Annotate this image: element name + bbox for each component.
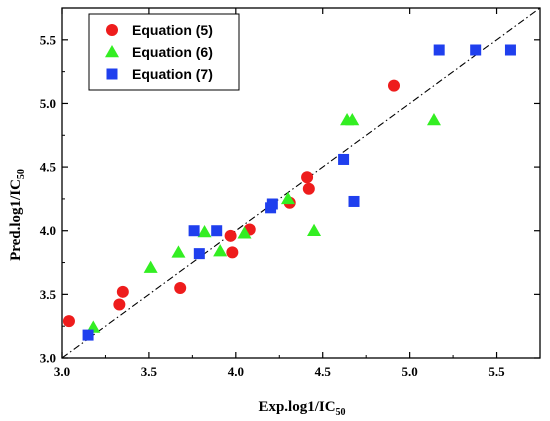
plot-area [61,7,541,359]
data-point-series2-11 [426,113,441,126]
legend-label-1: Equation (5) [132,22,213,38]
data-point-series3-7 [338,153,350,165]
data-point-series1-6 [226,246,239,259]
x-tick-label: 3.0 [54,364,70,379]
data-point-series2-7 [280,191,295,205]
x-tick-label: 4.5 [315,364,332,379]
data-point-series1-10 [302,182,315,195]
legend-marker-3 [106,68,118,80]
y-axis-title: Pred.log1/IC50 [8,169,27,261]
x-tick-label: 5.5 [488,364,505,379]
legend-label-2: Equation (6) [132,44,213,60]
data-point-series1-11 [387,79,400,92]
axes: 3.0 3.5 4.0 4.5 5.0 5.5 3.0 3.5 4.0 4.5 5.0 5.5 [40,7,541,379]
x-tick-label: 3.5 [141,364,158,379]
data-point-series2-6 [237,226,252,239]
data-point-series2-4 [197,225,212,238]
data-point-series1-4 [174,282,187,294]
data-point-series3-2 [188,225,200,237]
legend-label-3: Equation (7) [132,66,213,82]
legend: Equation (5) Equation (6) Equation (7) [88,13,240,91]
y-tick-label: 3.5 [40,287,57,302]
data-point-series3-3 [193,248,205,260]
plot-frame [61,7,541,359]
y-tick-label: 3.0 [40,351,56,366]
data-point-series1-9 [301,171,314,184]
data-point-series3-9 [433,44,445,56]
data-point-series2-10 [345,113,360,126]
data-point-series1-1 [62,315,75,328]
y-tick-label: 5.0 [40,96,56,111]
y-tick-label: 4.5 [40,160,57,175]
x-tick-label: 4.0 [228,364,244,379]
data-point-series2-3 [171,245,186,258]
data-point-series2-8 [307,223,322,236]
data-point-series1-3 [116,285,129,298]
data-point-series3-8 [348,195,360,207]
data-point-series3-6 [266,198,278,210]
data-point-series3-10 [470,44,482,56]
data-point-series3-1 [82,329,94,341]
reference-line [61,7,541,359]
data-point-series2-5 [213,244,228,257]
data-point-series1-2 [113,298,126,311]
data-point-series3-11 [504,44,516,56]
legend-marker-1 [106,24,118,36]
y-tick-label: 4.0 [40,223,56,238]
data-point-series3-4 [211,225,223,237]
data-point-series1-5 [224,229,237,242]
y-tick-label: 5.5 [40,32,57,47]
x-axis-title: Exp.log1/IC50 [258,399,345,418]
legend-marker-2 [105,45,119,58]
data-point-series2-2 [143,260,158,273]
x-tick-label: 5.0 [402,364,418,379]
